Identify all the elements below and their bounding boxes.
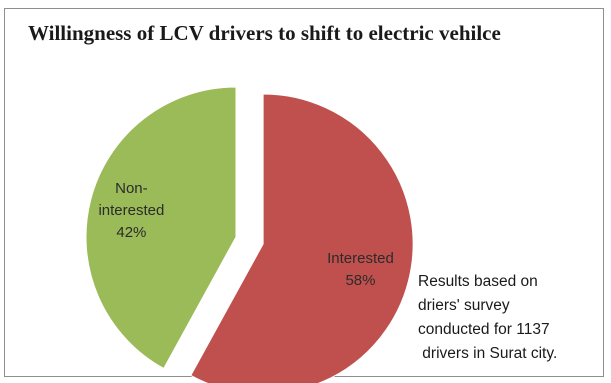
pie-slice-interested: [190, 93, 414, 383]
survey-note: Results based on driers' survey conducte…: [418, 270, 608, 366]
slice-label-interested: Interested 58%: [327, 250, 394, 289]
pie-slice-non-interested: [85, 86, 237, 370]
slice-label-line: 42%: [116, 224, 146, 241]
slice-label-line: Non-: [115, 180, 148, 197]
slice-label-non-interested: Non-interested 42%: [98, 180, 164, 241]
slice-label-line: Interested: [327, 250, 394, 267]
survey-note-line: Results based on: [418, 273, 538, 290]
survey-note-line: driers' survey: [418, 297, 510, 314]
slice-label-line: interested: [98, 202, 164, 219]
survey-note-line: conducted for 1137: [418, 321, 550, 338]
slice-label-line: 58%: [345, 272, 375, 289]
chart-title: Willingness of LCV drivers to shift to e…: [28, 21, 501, 45]
survey-note-line: drivers in Surat city.: [418, 345, 558, 362]
